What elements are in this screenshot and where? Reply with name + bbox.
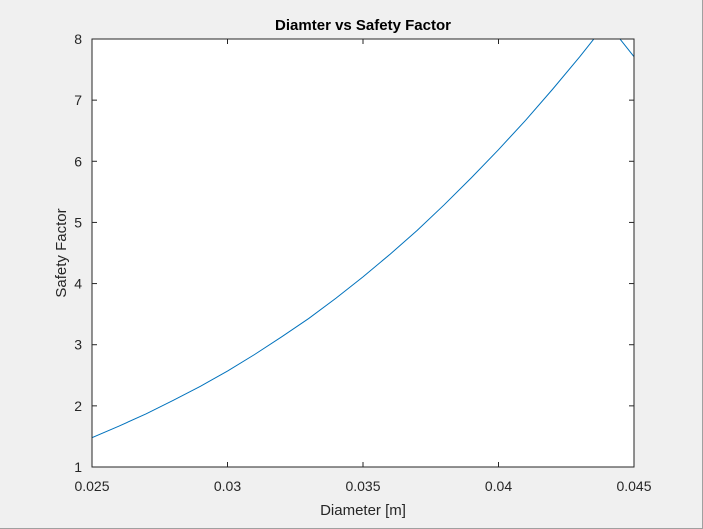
y-tick-label: 6 bbox=[74, 153, 82, 169]
x-axis-label: Diameter [m] bbox=[320, 502, 406, 519]
x-tick-labels: 0.025 0.03 0.035 0.04 0.045 bbox=[74, 478, 651, 494]
y-tick-label: 3 bbox=[74, 337, 82, 353]
y-tick-label: 7 bbox=[74, 92, 82, 108]
chart-title: Diamter vs Safety Factor bbox=[275, 17, 451, 34]
x-tick-label: 0.03 bbox=[214, 478, 241, 494]
y-tick-label: 4 bbox=[74, 276, 82, 292]
y-tick-label: 1 bbox=[74, 459, 82, 475]
axes-box bbox=[91, 38, 635, 468]
plot-area bbox=[92, 39, 634, 467]
x-tick-label: 0.025 bbox=[74, 478, 109, 494]
y-tick-labels: 1 2 3 4 5 6 7 8 bbox=[74, 31, 82, 475]
x-tick-label: 0.045 bbox=[616, 478, 651, 494]
x-tick-label: 0.04 bbox=[485, 478, 512, 494]
y-tick-label: 8 bbox=[74, 31, 82, 47]
y-tick-label: 2 bbox=[74, 398, 82, 414]
series-line bbox=[92, 39, 634, 439]
y-axis-label: Safety Factor bbox=[53, 208, 70, 297]
series-layer bbox=[92, 39, 634, 439]
y-tick-label: 5 bbox=[74, 214, 82, 230]
x-tick-label: 0.035 bbox=[345, 478, 380, 494]
